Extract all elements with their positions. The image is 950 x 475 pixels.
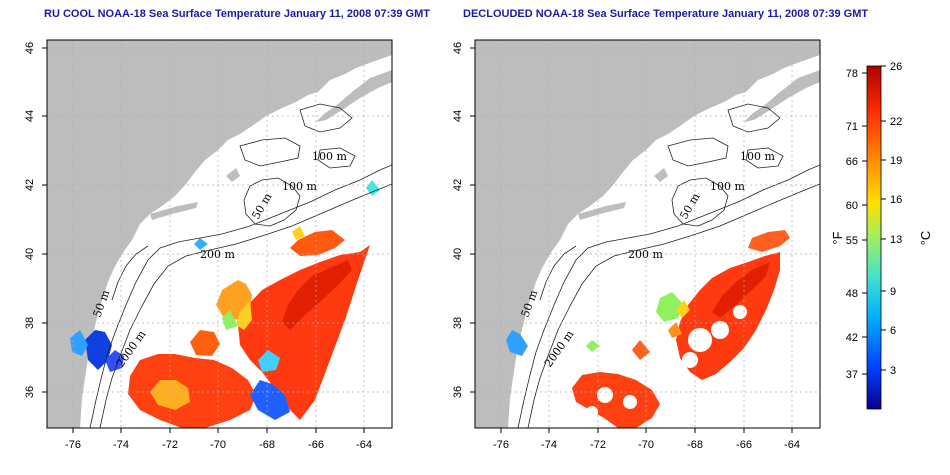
right-contour-label-100m: 100 m [710,180,745,193]
left-map-frame [46,39,393,429]
left-map-contours [89,103,392,428]
left-x-tick-label: -64 [356,439,372,451]
right-map-panel: 100 m 100 m 50 m 200 m 50 m 2000 m -76 -… [452,39,821,451]
right-map-nova-scotia [744,70,820,122]
colorbar-ticks [862,65,886,375]
colorbar-f-tick: 60 [846,200,858,212]
colorbar: 78 71 66 60 55 48 42 37 26 22 19 16 13 9… [830,61,933,410]
right-x-tick-label: -64 [784,439,800,451]
left-map-panel: 100 m 100 m 50 m 200 m 50 m 2000 m -76 -… [24,39,393,451]
left-x-tick-label: -66 [308,439,324,451]
right-x-tick-label: -68 [687,439,703,451]
left-map-long-island [150,202,198,220]
right-x-tick-label: -70 [638,439,654,451]
colorbar-celsius-labels: 26 22 19 16 13 9 6 3 [890,61,902,377]
left-y-tick-label: 42 [24,179,36,191]
left-y-tick-label: 40 [24,248,36,260]
left-x-tick-label: -76 [65,439,81,451]
left-map-title: RU COOL NOAA-18 Sea Surface Temperature … [44,8,430,20]
right-x-tick-label: -74 [541,439,557,451]
colorbar-c-tick: 16 [890,194,902,206]
colorbar-fahrenheit-labels: 78 71 66 60 55 48 42 37 [846,68,858,381]
left-y-tick-label: 46 [24,42,36,54]
right-x-tick-label: -66 [736,439,752,451]
right-map-y-tick-labels: 46 44 42 40 38 36 [452,42,464,398]
colorbar-f-tick: 37 [846,369,858,381]
left-contour-label-100m-north: 100 m [312,150,347,163]
colorbar-f-tick: 48 [846,288,858,300]
left-contour-label-200m: 200 m [200,248,235,261]
right-contour-label-200m: 200 m [628,248,663,261]
right-y-tick-label: 44 [452,110,464,122]
colorbar-c-tick: 3 [890,365,896,377]
left-x-tick-label: -68 [259,439,275,451]
right-map-land [475,40,820,428]
right-y-tick-label: 36 [452,386,464,398]
right-y-tick-label: 38 [452,317,464,329]
left-y-tick-label: 36 [24,386,36,398]
colorbar-f-tick: 55 [846,235,858,247]
right-map-cape-cod [654,168,668,182]
left-contour-label-100m: 100 m [282,180,317,193]
right-y-tick-label: 46 [452,42,464,54]
colorbar-celsius-unit: °C [918,231,933,246]
colorbar-c-tick: 19 [890,155,902,167]
right-map-x-tick-labels: -76 -74 -72 -70 -68 -66 -64 [493,439,800,451]
left-x-tick-label: -70 [210,439,226,451]
right-map-contours [517,103,820,428]
left-map-nova-scotia [316,70,392,122]
right-contour-label-100m-north: 100 m [740,150,775,163]
colorbar-f-tick: 78 [846,68,858,80]
colorbar-gradient [866,65,882,410]
colorbar-f-tick: 71 [846,121,858,133]
colorbar-c-tick: 13 [890,234,902,246]
left-map-x-tick-labels: -76 -74 -72 -70 -68 -66 -64 [65,439,372,451]
right-x-tick-label: -72 [590,439,606,451]
left-map-sst-data [70,180,380,428]
right-map-frame [474,39,821,429]
left-map-ticks [42,47,365,433]
right-y-tick-label: 42 [452,179,464,191]
left-map-cape-cod [226,168,240,182]
right-x-tick-label: -76 [493,439,509,451]
left-x-tick-label: -72 [162,439,178,451]
colorbar-c-tick: 22 [890,116,902,128]
right-map-cloud-gaps [586,305,747,418]
right-map-title: DECLOUDED NOAA-18 Sea Surface Temperatur… [463,8,869,20]
right-map-ticks [470,47,793,433]
colorbar-f-tick: 66 [846,156,858,168]
colorbar-f-tick: 42 [846,332,858,344]
left-x-tick-label: -74 [113,439,129,451]
colorbar-fahrenheit-unit: °F [830,231,845,244]
left-y-tick-label: 44 [24,110,36,122]
colorbar-c-tick: 9 [890,286,896,298]
left-y-tick-label: 38 [24,317,36,329]
colorbar-c-tick: 26 [890,61,902,73]
right-y-tick-label: 40 [452,248,464,260]
colorbar-c-tick: 6 [890,325,896,337]
left-map-y-tick-labels: 46 44 42 40 38 36 [24,42,36,398]
right-map-long-island [578,202,626,220]
left-map-land [47,40,392,428]
